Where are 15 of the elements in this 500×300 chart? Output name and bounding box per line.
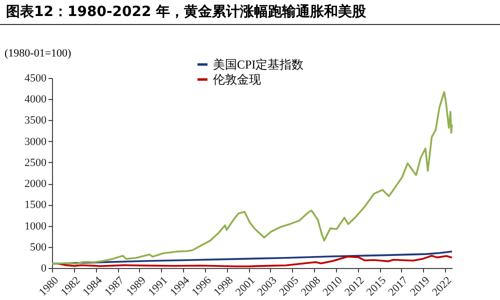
y-tick-label: 0 bbox=[41, 262, 47, 274]
line-series bbox=[51, 91, 453, 265]
y-tick-label: 2000 bbox=[24, 178, 47, 190]
y-tick-label: 1000 bbox=[24, 220, 47, 232]
chart-title: 图表12：1980-2022 年，黄金累计涨幅跑输通胀和美股 bbox=[0, 0, 500, 25]
legend-label: 美国CPI定基指数 bbox=[213, 58, 304, 72]
y-tick-label: 4000 bbox=[24, 94, 47, 106]
y-tick-label: 500 bbox=[30, 241, 47, 254]
y-tick-label: 1500 bbox=[24, 199, 47, 212]
legend-label: 伦敦金现 bbox=[213, 72, 261, 86]
y-tick-label: 3000 bbox=[24, 136, 47, 148]
y-tick-label: 2500 bbox=[24, 156, 47, 169]
y-tick-label: 3500 bbox=[24, 114, 47, 127]
y-axis-title: (1980-01=100) bbox=[4, 48, 72, 60]
y-tick-label: 4500 bbox=[24, 72, 47, 84]
